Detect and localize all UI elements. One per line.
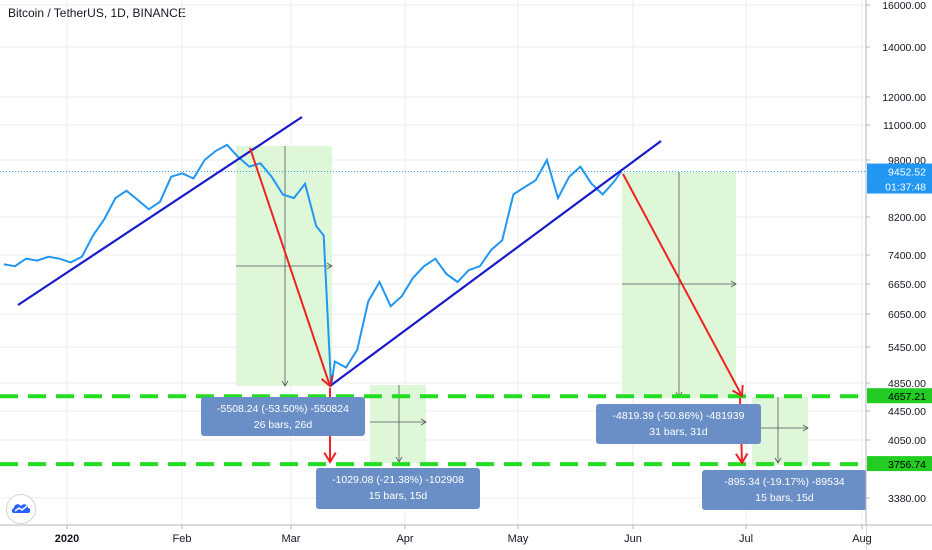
measure-box-3 (702, 470, 867, 510)
price-series (0, 143, 866, 387)
arrow-2-head (323, 452, 337, 464)
level-tag-label-0: 4657.21 (888, 391, 926, 403)
price-tick-label-6: 7400.00 (888, 250, 926, 262)
price-tick-label-1: 14000.00 (882, 42, 926, 54)
time-axis[interactable]: 2020 Feb Mar Apr May Jun Jul Aug (0, 524, 932, 550)
range-highlight-3 (752, 397, 808, 465)
time-tick-label-0: 2020 (55, 533, 79, 545)
time-tick-label-7: Aug (852, 533, 872, 545)
measure-box-2-line1: -4819.39 (-50.86%) -481939 (613, 410, 745, 422)
time-tick-label-1: Feb (173, 533, 192, 545)
current-price-label: 9452.52 (888, 167, 926, 179)
price-tick-label-2: 12000.00 (882, 92, 926, 104)
measure-box-3-line2: 15 bars, 15d (755, 492, 814, 504)
trendlines[interactable] (17, 116, 662, 387)
price-tick-label-12: 4050.00 (888, 435, 926, 447)
measure-box-2-line2: 31 bars, 31d (649, 426, 708, 438)
measure-box-1-line1: -1029.08 (-21.38%) -102908 (332, 474, 464, 486)
price-tick-label-8: 6050.00 (888, 309, 926, 321)
measure-boxes[interactable]: -5508.24 (-53.50%) -550824 26 bars, 26d -1… (201, 397, 867, 510)
measure-harrow-2 (730, 280, 737, 288)
arrow-4-head (735, 452, 749, 465)
level-tag-1 (867, 456, 932, 472)
measure-box-0-line2: 26 bars, 26d (254, 419, 313, 431)
price-tick-label-7: 6650.00 (888, 279, 926, 291)
cloud-icon (11, 504, 31, 513)
countdown-tag (867, 178, 932, 194)
measure-box-3-line1: -895.34 (-19.17%) -89534 (724, 476, 844, 488)
price-tick-label-5: 8200.00 (888, 212, 926, 224)
time-tick-label-2: Mar (282, 533, 301, 545)
measure-harrow-0 (326, 262, 333, 270)
chart-title: Bitcoin / TetherUS, 1D, BINANCE (8, 6, 186, 20)
arrow-1-shaft (249, 147, 331, 387)
current-price-tag (867, 163, 932, 179)
trendline-2 (329, 140, 662, 387)
trendline-1 (17, 116, 303, 306)
arrow-3-shaft (622, 173, 743, 397)
measure-varrow-1 (395, 456, 403, 463)
price-tick-label-10: 4850.00 (888, 378, 926, 390)
time-tick-label-4: May (508, 533, 529, 545)
tradingview-logo-icon[interactable] (6, 494, 36, 524)
horizontal-levels[interactable] (0, 394, 866, 467)
level-tag-label-1: 3756.74 (888, 459, 926, 471)
measure-box-1-line2: 15 bars, 15d (369, 490, 428, 502)
measure-varrow-0 (281, 380, 289, 387)
price-tick-label-9: 5450.00 (888, 342, 926, 354)
measure-box-0 (201, 397, 365, 436)
time-axis-bg (0, 525, 866, 550)
time-tick-label-3: Apr (396, 533, 413, 545)
price-tick-label-11: 4450.00 (888, 406, 926, 418)
price-tick-label-0: 16000.00 (882, 0, 926, 12)
measure-varrow-3 (774, 457, 782, 464)
measure-box-0-line1: -5508.24 (-53.50%) -550824 (217, 403, 349, 415)
measure-box-2 (596, 404, 761, 444)
measure-harrow-3 (802, 424, 809, 432)
price-axis[interactable]: 16000.0014000.0012000.0011000.009800.008… (865, 0, 932, 550)
measure-harrow-1 (420, 418, 427, 426)
countdown-label: 01:37:48 (885, 182, 926, 194)
time-tick-label-6: Jul (739, 533, 753, 545)
price-tick-label-13: 3380.00 (888, 493, 926, 505)
time-tick-label-5: Jun (624, 533, 642, 545)
price-tick-label-3: 11000.00 (883, 120, 926, 132)
grid-lines (0, 0, 866, 525)
arrow-3-head (731, 384, 744, 398)
price-line (3, 143, 623, 387)
level-tag-0 (867, 388, 932, 404)
arrow-1-head (320, 375, 334, 388)
measure-box-1 (316, 468, 480, 509)
